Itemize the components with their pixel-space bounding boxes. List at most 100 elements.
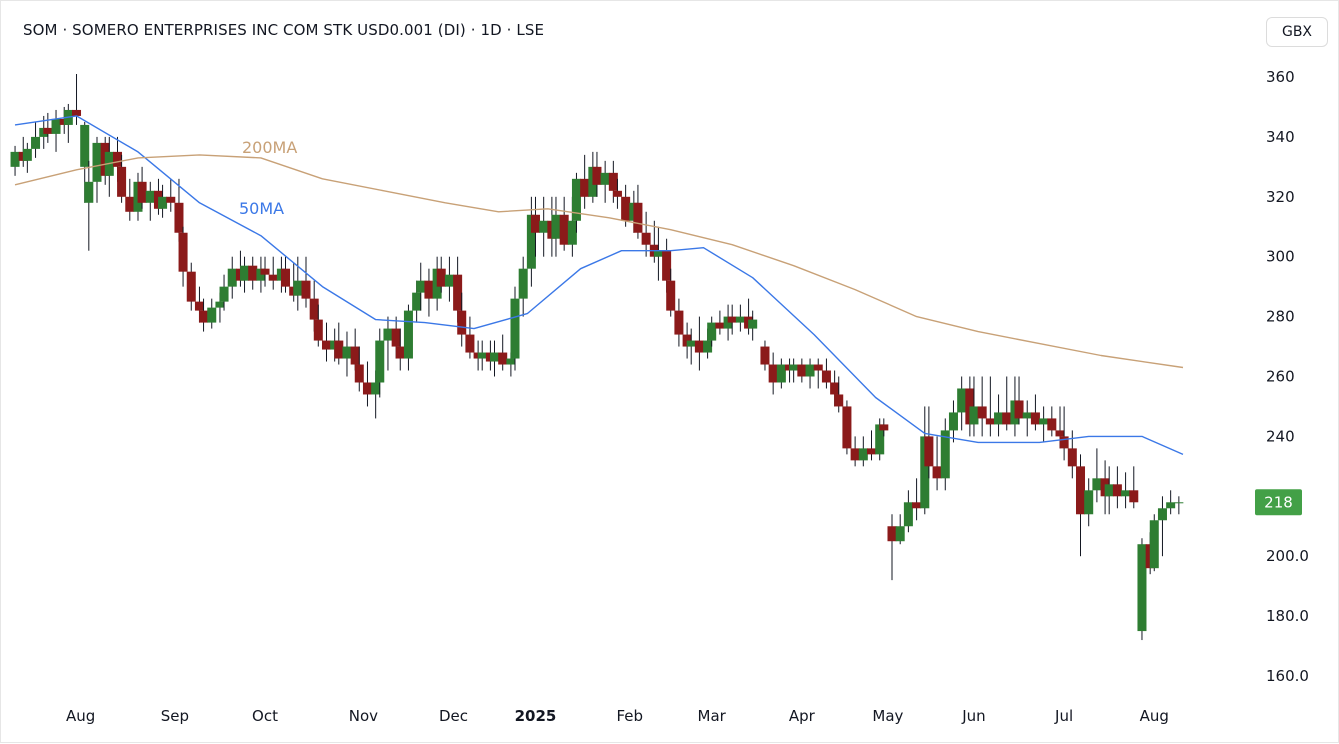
candle-body (362, 382, 372, 395)
candle (559, 196, 569, 251)
candle-body (489, 352, 500, 362)
last-price-badge: 218 (1255, 489, 1302, 516)
y-tick-label: 280 (1266, 308, 1295, 326)
candle-body (1174, 502, 1184, 504)
candle-body (539, 220, 549, 233)
candle-body (112, 151, 123, 167)
candle (342, 331, 352, 377)
candle (313, 304, 323, 347)
y-tick-label: 260 (1266, 368, 1295, 386)
candle-body (354, 364, 364, 383)
x-tick-label: Sep (161, 707, 189, 725)
candle (362, 361, 372, 407)
candle (526, 196, 536, 287)
candle-body (424, 280, 434, 299)
candle-body (686, 340, 696, 347)
candle (178, 226, 188, 287)
x-tick-label: Oct (252, 707, 278, 725)
candle (1092, 448, 1102, 503)
candle-body (858, 448, 868, 461)
x-tick-label: May (872, 707, 903, 725)
candle (621, 184, 631, 227)
candle-body (117, 166, 127, 197)
candle (186, 262, 196, 311)
candle-body (957, 388, 967, 413)
candle-body (293, 280, 303, 296)
candle (125, 178, 135, 221)
x-tick-label: Aug (1140, 707, 1169, 725)
x-tick-label: Dec (439, 707, 468, 725)
candle (1121, 472, 1131, 509)
candle-body (912, 502, 922, 509)
y-tick-label: 240 (1266, 427, 1295, 445)
candle (850, 436, 860, 467)
candle-body (371, 382, 381, 395)
candles-layer (10, 74, 1184, 641)
candle-body (248, 265, 258, 281)
candle-body (1014, 400, 1024, 419)
candle-body (436, 268, 446, 287)
candle (551, 196, 561, 257)
x-tick-label: Aug (66, 707, 95, 725)
candle-body (875, 424, 885, 455)
candle (395, 328, 405, 371)
candle-body (666, 280, 676, 311)
candle (969, 376, 979, 437)
candle-body (948, 412, 958, 431)
candle (948, 400, 958, 443)
candle-body (867, 448, 877, 455)
candle (903, 490, 913, 533)
candle (1059, 406, 1069, 461)
candle (1075, 454, 1086, 557)
candle-body (1030, 412, 1040, 425)
candle (416, 262, 426, 311)
candle-body (903, 502, 913, 527)
candle-body (395, 346, 405, 359)
candle-body (1055, 430, 1065, 437)
candle (1157, 496, 1167, 557)
candle (1047, 406, 1057, 437)
candle (612, 178, 622, 209)
candle (1014, 376, 1024, 425)
y-tick-label: 360 (1266, 68, 1295, 86)
candle (498, 334, 508, 371)
candle-body (834, 394, 844, 407)
candle-body (821, 370, 831, 383)
candle-body (567, 220, 577, 245)
candle (1129, 466, 1139, 509)
candle-body (723, 316, 733, 329)
candle (1174, 496, 1184, 515)
candle-body (994, 412, 1004, 425)
candle-body (530, 214, 540, 233)
x-tick-label: Nov (349, 707, 378, 725)
ma-line-200ma (14, 154, 1184, 369)
candle (666, 268, 676, 317)
candle (145, 181, 155, 221)
candle-body (830, 382, 840, 395)
x-tick-label: 2025 (515, 707, 557, 725)
moving-averages (14, 115, 1184, 456)
candle-body (735, 316, 745, 323)
candle-body (199, 310, 209, 323)
candle (674, 298, 684, 347)
candle (350, 328, 360, 371)
currency-button[interactable]: GBX (1266, 17, 1328, 47)
candle-body (526, 214, 536, 269)
candle-body (350, 346, 360, 365)
candle-body (506, 358, 516, 365)
candle-body (465, 334, 475, 353)
candle (727, 304, 737, 335)
candle (748, 310, 758, 341)
candle (735, 304, 745, 332)
candle (768, 352, 778, 395)
candle (776, 358, 786, 389)
candle-body (342, 346, 352, 359)
candle (489, 340, 500, 377)
candle (199, 298, 209, 332)
candle-body (633, 202, 643, 233)
candle (1022, 400, 1032, 437)
candle-body (1022, 412, 1032, 419)
candle-body (653, 250, 663, 257)
candle-body (268, 274, 278, 281)
